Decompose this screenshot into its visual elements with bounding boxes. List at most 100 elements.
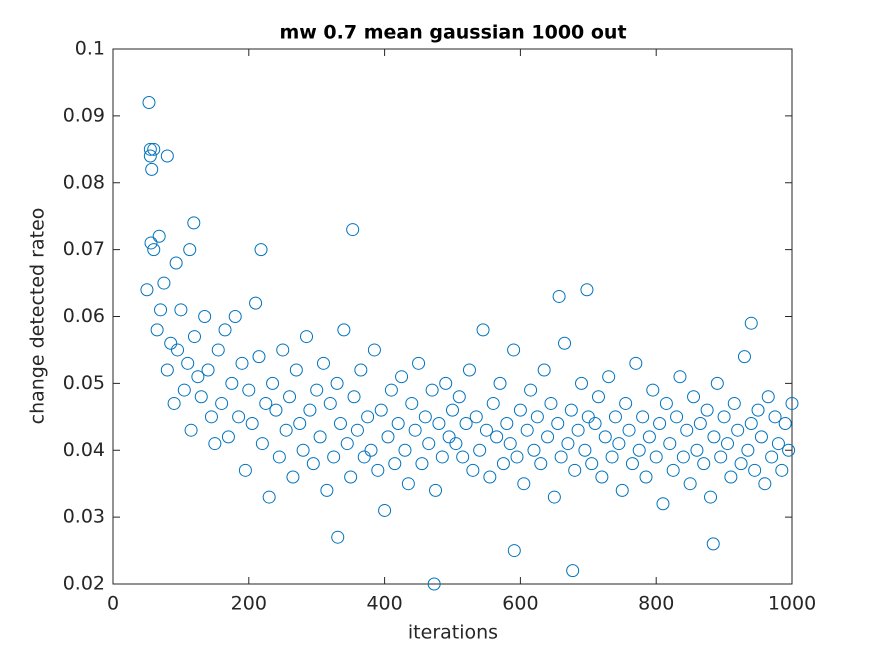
point (283, 390, 297, 404)
point (333, 417, 347, 430)
point (388, 457, 402, 471)
point (490, 430, 504, 444)
point (605, 450, 619, 464)
y-tick-label: 0.02 (63, 573, 105, 595)
point (235, 356, 249, 370)
y-tick-label: 0.09 (63, 104, 105, 126)
point (717, 410, 731, 424)
point (296, 443, 310, 457)
point (602, 370, 616, 384)
point (737, 350, 751, 364)
point (775, 463, 789, 477)
point (452, 390, 466, 404)
y-axis-label: change detected rateo (27, 208, 49, 425)
y-tick-label: 0.04 (63, 439, 105, 461)
point (316, 356, 330, 370)
point (758, 477, 772, 491)
point (310, 383, 324, 397)
point (232, 410, 246, 424)
point (724, 470, 738, 484)
x-tick-label: 200 (231, 593, 267, 615)
point (625, 457, 639, 471)
point (581, 410, 595, 424)
point (337, 323, 351, 337)
point (561, 437, 575, 451)
point (344, 470, 358, 484)
point (184, 423, 198, 437)
point (140, 283, 154, 297)
point (215, 396, 229, 410)
point (615, 483, 629, 497)
point (330, 376, 344, 390)
point (568, 463, 582, 477)
point (704, 490, 718, 504)
point (340, 437, 354, 451)
point (160, 363, 174, 377)
point (510, 450, 524, 464)
point (272, 450, 286, 464)
point (183, 243, 197, 257)
point (412, 356, 426, 370)
point (571, 423, 585, 437)
y-tick-label: 0.06 (63, 305, 105, 327)
point (765, 450, 779, 464)
point (425, 383, 439, 397)
point (313, 430, 327, 444)
point (653, 417, 667, 430)
point (591, 390, 605, 404)
point (289, 363, 303, 377)
x-tick-label: 600 (502, 593, 538, 615)
point (374, 403, 388, 417)
point (167, 396, 181, 410)
point (147, 142, 161, 156)
point (152, 229, 166, 243)
point (228, 310, 242, 323)
point (164, 336, 178, 350)
point (435, 450, 449, 464)
point (483, 470, 497, 484)
point (266, 376, 280, 390)
point (381, 430, 395, 444)
point (595, 470, 609, 484)
point (646, 383, 660, 397)
point (401, 477, 415, 491)
point (143, 149, 157, 163)
point (143, 142, 157, 156)
point (564, 403, 578, 417)
point (354, 363, 368, 377)
point (693, 417, 707, 430)
point (706, 537, 720, 551)
point (187, 330, 201, 344)
point (157, 276, 171, 290)
point (350, 423, 364, 437)
point (530, 410, 544, 424)
point (269, 403, 283, 417)
point (276, 343, 290, 357)
point (619, 396, 633, 410)
point (659, 396, 673, 410)
point (680, 423, 694, 437)
point (751, 403, 765, 417)
point (503, 437, 517, 451)
point (418, 410, 432, 424)
point (507, 343, 521, 357)
point (513, 403, 527, 417)
point (629, 356, 643, 370)
point (142, 96, 156, 109)
point (666, 463, 680, 477)
point (690, 443, 704, 457)
point (707, 430, 721, 444)
point (144, 236, 158, 250)
point (785, 396, 799, 410)
point (395, 370, 409, 384)
point (727, 396, 741, 410)
point (720, 437, 734, 451)
point (371, 463, 385, 477)
point (154, 303, 168, 317)
point (201, 363, 215, 377)
point (636, 410, 650, 424)
point (327, 450, 341, 464)
point (558, 336, 572, 350)
point (191, 370, 205, 384)
